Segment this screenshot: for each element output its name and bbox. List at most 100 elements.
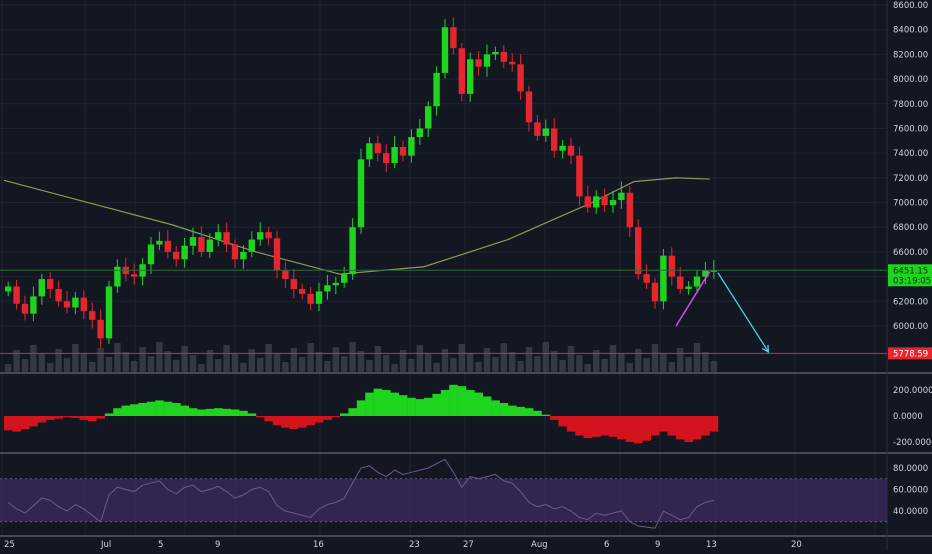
oscillator-bar — [130, 404, 139, 416]
candle-body — [290, 279, 297, 289]
x-axis-label: 9 — [655, 540, 660, 550]
candle-body — [307, 293, 314, 304]
moving-average-line — [3, 177, 710, 275]
volume-bar — [584, 364, 591, 372]
oscillator-bar — [172, 403, 181, 416]
volume-bar — [63, 358, 71, 372]
volume-bar — [383, 355, 390, 372]
oscillator-bar — [583, 416, 593, 439]
volume-bar — [651, 344, 659, 372]
candle-body — [189, 237, 197, 246]
candle-body — [383, 153, 390, 164]
volume-bar — [198, 364, 205, 372]
volume-bar — [21, 359, 29, 372]
volume-bar — [181, 346, 188, 372]
volume-bar — [147, 356, 155, 372]
volume-bar — [559, 360, 566, 372]
oscillator-bar — [104, 413, 114, 416]
candle-body — [156, 240, 163, 245]
oscillator-bar — [121, 405, 131, 416]
volume-bar — [677, 348, 684, 372]
rsi-line — [7, 458, 714, 529]
volume-bar — [609, 345, 617, 372]
oscillator-bar — [634, 416, 643, 444]
candle-body — [425, 106, 432, 129]
oscillator-bar — [508, 405, 517, 416]
volume-bar — [80, 353, 87, 372]
volume-bar — [399, 350, 407, 372]
candle-body — [80, 297, 87, 312]
oscillator-tick-label: -200.0000 — [893, 438, 932, 448]
volume-bar — [660, 353, 667, 372]
candle-body — [89, 311, 96, 320]
volume-bar — [47, 363, 54, 372]
candle-body — [299, 288, 306, 294]
candle-body — [105, 286, 113, 339]
oscillator-bar — [642, 416, 651, 441]
oscillator-bar — [230, 409, 240, 416]
volume-bar — [349, 342, 356, 372]
price-tick-label: 8000.00 — [893, 75, 928, 85]
price-tick-label: 7600.00 — [893, 124, 928, 134]
candle-body — [30, 296, 37, 314]
last-price-label: 6451.15 — [893, 266, 928, 276]
trendline-drawing[interactable] — [675, 271, 711, 327]
candle-body — [467, 59, 474, 94]
x-axis-label: 23 — [409, 540, 420, 550]
candle-body — [643, 274, 650, 283]
x-axis-label: 20 — [791, 540, 802, 550]
candle-body — [433, 72, 440, 107]
candle-body — [374, 143, 381, 154]
price-tick-label: 7400.00 — [893, 149, 928, 159]
x-axis-label: 27 — [463, 540, 474, 550]
oscillator-bar — [709, 416, 719, 432]
oscillator-bar — [541, 414, 551, 416]
x-axis-label: 6 — [604, 540, 609, 550]
volume-bar — [366, 360, 373, 372]
volume-bar — [223, 345, 230, 372]
candle-body — [63, 301, 71, 308]
volume-bar — [206, 350, 213, 372]
candle-body — [257, 232, 264, 240]
price-tick-label: 8200.00 — [893, 50, 928, 60]
oscillator-bar — [54, 416, 63, 419]
candle-body — [206, 239, 213, 252]
candle-body — [609, 200, 617, 206]
candle-body — [492, 51, 499, 55]
candle-body — [450, 27, 457, 49]
candle-body — [13, 286, 20, 304]
x-axis-label: Aug — [531, 540, 548, 550]
volume-bar — [416, 345, 423, 372]
volume-bar — [693, 343, 701, 372]
candle-body — [651, 282, 659, 302]
volume-bar — [299, 357, 306, 372]
volume-bar — [458, 344, 465, 372]
volume-bar — [357, 351, 365, 372]
volume-bar — [601, 359, 608, 372]
volume-bar — [164, 351, 171, 372]
volume-bar — [534, 356, 541, 372]
oscillator-bar — [390, 392, 399, 416]
oscillator-bar — [37, 416, 47, 423]
oscillator-tick-label: 0.0000 — [893, 412, 923, 422]
volume-bar — [576, 355, 583, 372]
oscillator-bar — [146, 401, 156, 416]
volume-bar — [710, 361, 717, 372]
candle-body — [391, 146, 398, 164]
candle-body — [517, 64, 524, 92]
last-price-label-bg — [888, 264, 932, 287]
oscillator-bar — [659, 416, 668, 432]
oscillator-bar — [524, 408, 534, 416]
volume-bar — [240, 363, 247, 372]
volume-bar — [374, 346, 381, 372]
candle-body — [131, 274, 138, 277]
volume-bar — [248, 349, 255, 372]
candle-body — [97, 319, 104, 339]
volume-bar — [97, 348, 104, 372]
volume-bar — [509, 352, 516, 372]
volume-bar — [685, 357, 692, 372]
projection-arrow[interactable] — [717, 272, 769, 353]
